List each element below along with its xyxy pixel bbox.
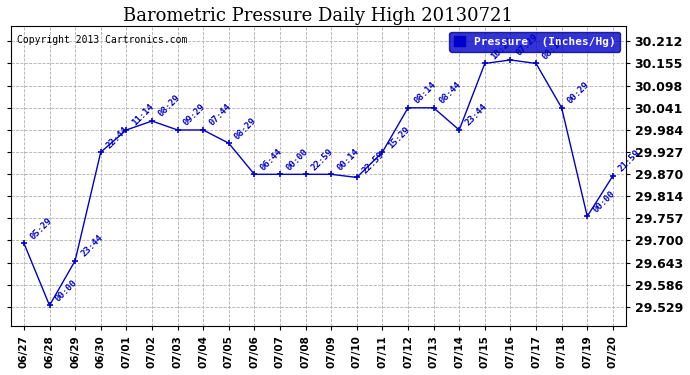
Text: 08:14: 08:14	[412, 80, 437, 106]
Legend: Pressure  (Inches/Hg): Pressure (Inches/Hg)	[449, 32, 620, 52]
Text: 08:14: 08:14	[540, 36, 566, 61]
Text: 06:44: 06:44	[259, 147, 284, 172]
Text: 00:00: 00:00	[591, 189, 617, 214]
Text: 22:59: 22:59	[310, 147, 335, 172]
Text: 08:29: 08:29	[233, 116, 258, 141]
Text: 08:29: 08:29	[156, 93, 181, 119]
Text: 15:29: 15:29	[386, 124, 412, 150]
Text: 23:44: 23:44	[79, 233, 105, 258]
Text: 05:29: 05:29	[28, 216, 53, 241]
Title: Barometric Pressure Daily High 20130721: Barometric Pressure Daily High 20130721	[124, 7, 513, 25]
Text: 07:44: 07:44	[207, 102, 233, 128]
Text: 00:00: 00:00	[54, 278, 79, 303]
Text: 21:59: 21:59	[617, 148, 642, 174]
Text: 00:00: 00:00	[284, 147, 310, 172]
Text: 07:29: 07:29	[515, 32, 540, 58]
Text: 22:59: 22:59	[361, 150, 386, 175]
Text: 11:14: 11:14	[130, 102, 156, 128]
Text: 23:44: 23:44	[464, 102, 489, 128]
Text: 09:29: 09:29	[181, 102, 207, 128]
Text: 08:44: 08:44	[437, 80, 463, 106]
Text: 22:44: 22:44	[105, 124, 130, 150]
Text: Copyright 2013 Cartronics.com: Copyright 2013 Cartronics.com	[17, 36, 188, 45]
Text: 00:14: 00:14	[335, 147, 361, 172]
Text: 10:29: 10:29	[489, 36, 514, 61]
Text: 00:29: 00:29	[566, 80, 591, 106]
